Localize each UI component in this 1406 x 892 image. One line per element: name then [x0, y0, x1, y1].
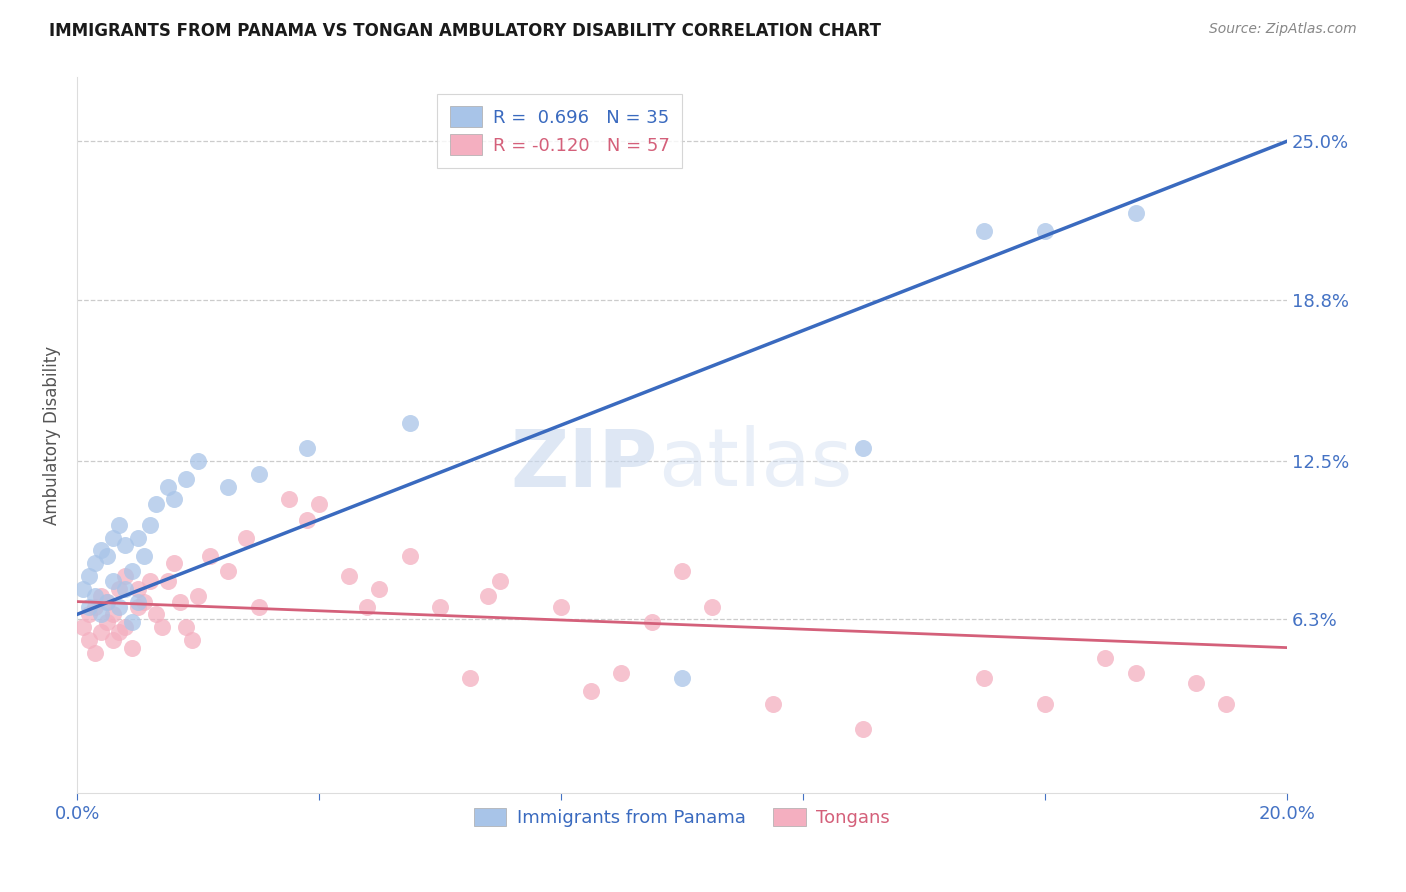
Point [762, 697, 785, 711]
Point [640, 615, 662, 629]
Point [108, 599, 131, 614]
Point [96, 615, 118, 629]
Point [96, 594, 118, 608]
Point [247, 467, 270, 481]
Point [138, 574, 160, 588]
Point [138, 517, 160, 532]
Point [156, 479, 179, 493]
Point [181, 632, 204, 647]
Point [368, 582, 391, 596]
Point [702, 599, 724, 614]
Point [127, 582, 149, 596]
Point [103, 574, 125, 588]
Point [235, 531, 257, 545]
Point [1094, 650, 1116, 665]
Point [247, 599, 270, 614]
Point [121, 640, 143, 655]
Point [429, 599, 451, 614]
Point [398, 549, 420, 563]
Point [90, 543, 112, 558]
Point [77, 599, 100, 614]
Point [103, 632, 125, 647]
Point [1125, 666, 1147, 681]
Point [90, 590, 112, 604]
Point [163, 492, 186, 507]
Point [852, 723, 875, 737]
Point [187, 590, 209, 604]
Point [145, 607, 167, 622]
Point [337, 569, 360, 583]
Point [852, 441, 875, 455]
Point [108, 625, 131, 640]
Point [77, 569, 100, 583]
Point [1125, 206, 1147, 220]
Point [550, 599, 572, 614]
Point [277, 492, 299, 507]
Point [398, 416, 420, 430]
Point [114, 582, 136, 596]
Point [145, 498, 167, 512]
Point [579, 684, 602, 698]
Point [96, 549, 118, 563]
Point [187, 454, 209, 468]
Point [163, 556, 186, 570]
Point [156, 574, 179, 588]
Point [103, 607, 125, 622]
Point [77, 607, 100, 622]
Point [973, 224, 995, 238]
Point [103, 531, 125, 545]
Point [150, 620, 173, 634]
Point [132, 594, 155, 608]
Point [132, 549, 155, 563]
Point [477, 590, 499, 604]
Point [1033, 224, 1056, 238]
Point [84, 590, 107, 604]
Point [356, 599, 378, 614]
Point [973, 671, 995, 685]
Point [114, 538, 136, 552]
Point [169, 594, 191, 608]
Point [1215, 697, 1237, 711]
Point [72, 620, 94, 634]
Point [108, 517, 131, 532]
Text: Source: ZipAtlas.com: Source: ZipAtlas.com [1209, 22, 1357, 37]
Point [90, 625, 112, 640]
Text: ZIP: ZIP [510, 425, 658, 503]
Point [84, 646, 107, 660]
Point [114, 620, 136, 634]
Point [108, 582, 131, 596]
Point [671, 671, 693, 685]
Point [198, 549, 221, 563]
Point [295, 513, 318, 527]
Point [121, 615, 143, 629]
Point [217, 564, 239, 578]
Point [84, 599, 107, 614]
Point [84, 556, 107, 570]
Point [1185, 676, 1208, 690]
Point [72, 582, 94, 596]
Point [1033, 697, 1056, 711]
Point [127, 599, 149, 614]
Point [121, 564, 143, 578]
Point [610, 666, 633, 681]
Point [174, 620, 197, 634]
Point [90, 607, 112, 622]
Point [308, 498, 330, 512]
Y-axis label: Ambulatory Disability: Ambulatory Disability [44, 346, 60, 525]
Point [174, 472, 197, 486]
Text: IMMIGRANTS FROM PANAMA VS TONGAN AMBULATORY DISABILITY CORRELATION CHART: IMMIGRANTS FROM PANAMA VS TONGAN AMBULAT… [49, 22, 882, 40]
Point [127, 594, 149, 608]
Point [77, 632, 100, 647]
Point [489, 574, 512, 588]
Point [127, 531, 149, 545]
Legend: Immigrants from Panama, Tongans: Immigrants from Panama, Tongans [467, 801, 897, 834]
Point [217, 479, 239, 493]
Point [96, 594, 118, 608]
Point [295, 441, 318, 455]
Text: atlas: atlas [658, 425, 852, 503]
Point [671, 564, 693, 578]
Point [114, 569, 136, 583]
Point [458, 671, 481, 685]
